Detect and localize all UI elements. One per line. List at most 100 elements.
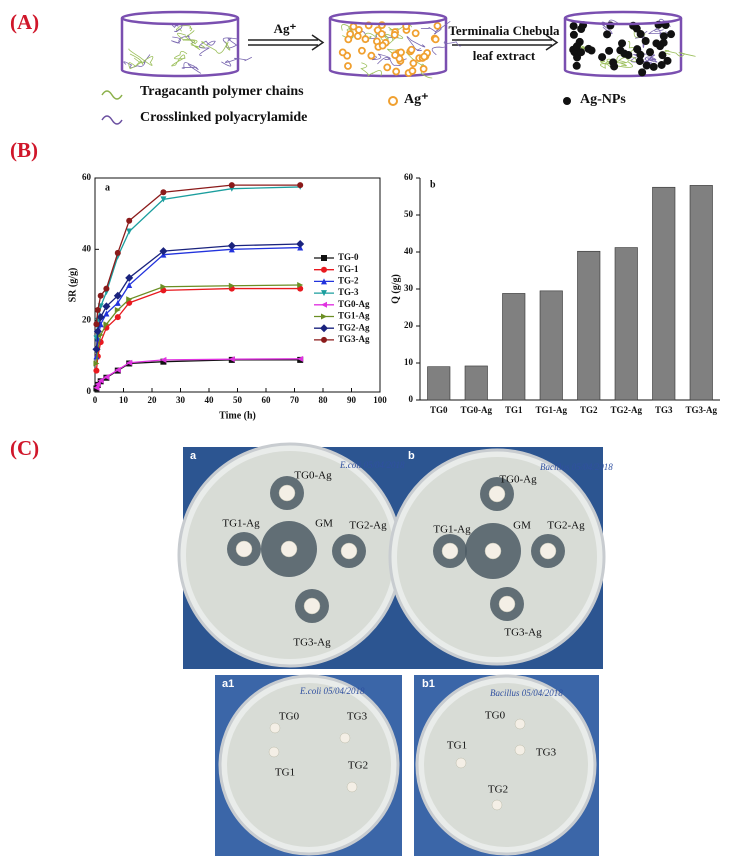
y-tick-label: 40 bbox=[82, 243, 92, 253]
x-tick-label: TG1 bbox=[505, 405, 523, 415]
y-tick-label: 0 bbox=[409, 394, 414, 404]
ag-ion bbox=[358, 46, 366, 55]
disc bbox=[235, 540, 253, 558]
photo-letter: b1 bbox=[422, 678, 435, 690]
ag-nanoparticle bbox=[603, 30, 612, 39]
ag-nanoparticle bbox=[649, 62, 658, 71]
disc bbox=[455, 757, 467, 769]
photo-note: Bacillus 05/04/2018 bbox=[490, 688, 563, 698]
x-tick-label: 20 bbox=[148, 395, 158, 405]
x-tick-label: TG2 bbox=[580, 405, 598, 415]
ag-ion bbox=[378, 41, 387, 50]
ag-nanoparticle bbox=[577, 24, 586, 33]
marker bbox=[228, 282, 235, 289]
marker bbox=[114, 306, 121, 313]
ag-nanoparticle bbox=[605, 46, 614, 55]
ag-ion bbox=[419, 65, 428, 73]
polymer-chain bbox=[222, 37, 239, 49]
disc bbox=[514, 744, 526, 756]
disc bbox=[346, 781, 358, 793]
bar bbox=[652, 186, 676, 401]
photo-note: E.coli 05/04/2018 bbox=[299, 686, 365, 696]
marker bbox=[93, 384, 100, 391]
polymer-chain bbox=[182, 39, 205, 50]
y-tick-label: 20 bbox=[404, 320, 414, 330]
y-tick-label: 10 bbox=[404, 357, 414, 367]
ag-nanoparticle bbox=[658, 51, 667, 60]
ag-nanoparticle bbox=[577, 48, 586, 57]
x-tick-label: TG1-Ag bbox=[536, 405, 568, 415]
disc bbox=[498, 595, 516, 613]
marker bbox=[94, 381, 101, 388]
photo-letter: a1 bbox=[222, 678, 234, 690]
marker bbox=[97, 377, 104, 384]
marker bbox=[321, 266, 327, 273]
bar bbox=[539, 290, 563, 401]
bar bbox=[689, 185, 713, 401]
ag-nanoparticle bbox=[638, 68, 647, 77]
ag-ion bbox=[349, 22, 358, 31]
ag-ion bbox=[361, 35, 370, 44]
marker bbox=[321, 278, 327, 285]
marker bbox=[159, 247, 168, 256]
polymer-chain bbox=[171, 50, 188, 67]
disc-label: TG3 bbox=[347, 711, 368, 723]
x-tick-label: 10 bbox=[119, 395, 129, 405]
marker bbox=[297, 355, 304, 362]
marker bbox=[321, 255, 327, 261]
disc-label: TG2-Ag bbox=[349, 520, 387, 532]
y-axis-label: SR (g/g) bbox=[67, 268, 78, 303]
polymer-chain bbox=[199, 40, 216, 56]
legend-label: TG-3 bbox=[338, 287, 359, 297]
disc bbox=[268, 746, 280, 758]
polymer-chain bbox=[128, 48, 154, 66]
ag-nanoparticle bbox=[618, 39, 627, 48]
ag-ion bbox=[408, 67, 417, 75]
disc bbox=[514, 718, 526, 730]
legend-label: TG2-Ag bbox=[338, 322, 370, 332]
series-line bbox=[95, 186, 301, 339]
marker bbox=[94, 306, 101, 313]
polymer-chain bbox=[177, 30, 198, 45]
ag-nanoparticle bbox=[610, 62, 619, 71]
arrow-label: Ag⁺ bbox=[274, 21, 297, 36]
marker bbox=[93, 353, 100, 360]
disc-label: TG2 bbox=[348, 760, 368, 772]
legend-label: TG0-Ag bbox=[338, 299, 370, 309]
ag-ion bbox=[420, 52, 429, 61]
ag-ion bbox=[383, 63, 392, 72]
ag-ion bbox=[409, 59, 418, 68]
marker bbox=[114, 314, 121, 321]
bar bbox=[502, 293, 526, 401]
ag-ion bbox=[367, 51, 376, 60]
ag-ion bbox=[431, 35, 440, 44]
marker bbox=[160, 356, 167, 363]
legend-icon bbox=[101, 115, 123, 125]
ag-nanoparticle bbox=[569, 30, 578, 39]
polymer-chain bbox=[360, 62, 382, 77]
marker bbox=[296, 239, 305, 248]
disc-label: TG0-Ag bbox=[294, 470, 332, 482]
ag-nanoparticle bbox=[598, 53, 607, 62]
ag-ion bbox=[390, 31, 399, 39]
disc-label: TG0-Ag bbox=[499, 474, 537, 486]
legend-label: TG1-Ag bbox=[338, 311, 370, 321]
disc-label: GM bbox=[315, 518, 333, 530]
ag-ion bbox=[344, 62, 352, 70]
series-line bbox=[95, 243, 301, 350]
disc-label: TG0 bbox=[279, 711, 300, 723]
disc-label: TG1 bbox=[447, 740, 467, 752]
disc-label: TG0 bbox=[485, 710, 506, 722]
disc-label: TG1-Ag bbox=[222, 518, 260, 530]
marker bbox=[126, 282, 133, 288]
marker bbox=[113, 291, 122, 300]
polymer-chain bbox=[128, 53, 143, 70]
disc-label: TG3-Ag bbox=[293, 637, 331, 649]
panel-letter: b bbox=[430, 179, 436, 190]
polymer-chain bbox=[201, 41, 231, 54]
disc bbox=[303, 597, 321, 615]
polymer-chain bbox=[664, 49, 696, 57]
disc-label: TG2-Ag bbox=[547, 520, 585, 532]
polymer-chain bbox=[635, 30, 648, 48]
